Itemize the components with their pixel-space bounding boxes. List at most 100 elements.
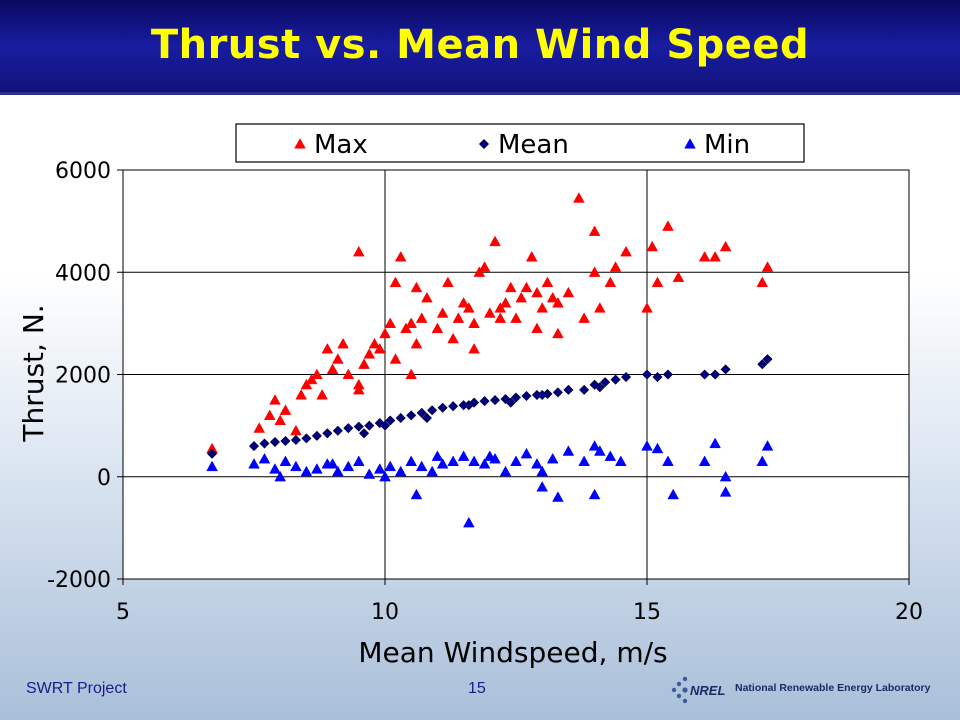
y-tick-label: 6000 bbox=[55, 159, 111, 184]
mean-point bbox=[248, 441, 260, 452]
max-point bbox=[342, 368, 355, 380]
y-tick-label: 2000 bbox=[55, 364, 111, 389]
x-axis-label: Mean Windspeed, m/s bbox=[358, 636, 667, 669]
max-point bbox=[415, 312, 428, 323]
max-point bbox=[489, 235, 501, 247]
max-point bbox=[436, 307, 449, 318]
max-point bbox=[332, 353, 344, 364]
x-tick-label: 10 bbox=[371, 600, 399, 625]
y-tick-label: 4000 bbox=[55, 261, 111, 286]
mean-point bbox=[469, 397, 480, 408]
max-point bbox=[483, 307, 496, 318]
data-points bbox=[206, 192, 774, 528]
max-point bbox=[468, 317, 480, 328]
max-point bbox=[698, 250, 711, 262]
mean-point bbox=[374, 418, 385, 429]
mean-point bbox=[762, 354, 773, 365]
mean-point bbox=[500, 394, 511, 405]
legend-marker-min bbox=[684, 138, 696, 149]
max-point bbox=[504, 281, 517, 293]
min-point bbox=[269, 463, 281, 474]
mean-point bbox=[343, 423, 354, 434]
max-point bbox=[263, 409, 276, 420]
grid-lines bbox=[123, 170, 909, 579]
min-point bbox=[384, 460, 397, 472]
mean-point bbox=[510, 392, 522, 403]
slide-title: Thrust vs. Mean Wind Speed bbox=[150, 22, 810, 68]
min-point bbox=[379, 470, 391, 482]
max-point bbox=[410, 337, 423, 349]
mean-point bbox=[269, 436, 280, 448]
min-point bbox=[274, 470, 287, 482]
max-point bbox=[494, 312, 507, 323]
max-point bbox=[373, 343, 386, 354]
x-tick-label: 5 bbox=[116, 600, 130, 625]
title-divider bbox=[0, 92, 960, 95]
mean-point bbox=[479, 396, 490, 407]
min-point bbox=[531, 458, 543, 469]
mean-point bbox=[332, 425, 343, 436]
min-point bbox=[651, 442, 664, 454]
min-point bbox=[290, 460, 302, 472]
min-point bbox=[415, 460, 428, 472]
max-point bbox=[499, 297, 512, 308]
max-point bbox=[646, 240, 659, 252]
mean-point bbox=[406, 410, 417, 421]
min-point bbox=[761, 440, 774, 451]
legend-box bbox=[235, 123, 805, 163]
min-point bbox=[478, 458, 491, 469]
max-point bbox=[604, 276, 617, 288]
max-point bbox=[651, 276, 664, 288]
max-point bbox=[473, 266, 486, 277]
max-point bbox=[510, 312, 522, 323]
min-point bbox=[431, 450, 444, 461]
max-point bbox=[405, 317, 418, 328]
max-point bbox=[588, 225, 601, 236]
mean-point bbox=[359, 428, 370, 439]
nrel-logo-icon: NREL bbox=[671, 676, 725, 704]
x-tick-label: 15 bbox=[633, 600, 661, 625]
max-point bbox=[379, 327, 391, 339]
max-point bbox=[337, 337, 349, 349]
max-point bbox=[756, 276, 769, 288]
mean-point bbox=[552, 387, 563, 398]
legend-marker-max bbox=[294, 138, 306, 149]
series-min bbox=[206, 437, 774, 528]
max-point bbox=[562, 286, 575, 298]
x-tick-label: 20 bbox=[895, 600, 923, 625]
max-point bbox=[515, 291, 528, 303]
min-point bbox=[311, 463, 323, 474]
max-point bbox=[421, 291, 433, 303]
mean-point bbox=[322, 428, 333, 439]
min-point bbox=[719, 470, 732, 482]
mean-point bbox=[600, 377, 611, 388]
mean-point bbox=[421, 412, 432, 423]
y-axis-label: Thrust, N. bbox=[17, 304, 50, 442]
max-point bbox=[321, 343, 334, 354]
max-point bbox=[442, 276, 454, 288]
mean-point bbox=[589, 379, 600, 390]
legend-label-min: Min bbox=[704, 130, 750, 160]
mean-point bbox=[621, 372, 632, 383]
max-point bbox=[546, 291, 559, 303]
min-point bbox=[426, 465, 438, 477]
min-point bbox=[562, 445, 575, 456]
min-point bbox=[206, 460, 218, 472]
nrel-logo-text: National Renewable Energy Laboratory bbox=[735, 682, 931, 694]
max-point bbox=[274, 414, 287, 426]
mean-point bbox=[505, 397, 516, 408]
y-tick-label: -2000 bbox=[47, 568, 111, 593]
max-point bbox=[588, 266, 601, 277]
max-point bbox=[573, 192, 585, 203]
min-point bbox=[300, 465, 313, 477]
min-point bbox=[468, 455, 480, 466]
title-bar bbox=[0, 0, 960, 92]
min-point bbox=[248, 458, 260, 469]
max-point bbox=[389, 276, 402, 288]
min-point bbox=[483, 450, 496, 461]
max-point bbox=[531, 286, 543, 298]
mean-point bbox=[521, 390, 532, 401]
mean-point bbox=[416, 407, 427, 418]
mean-point bbox=[757, 359, 768, 370]
max-point bbox=[389, 353, 402, 364]
